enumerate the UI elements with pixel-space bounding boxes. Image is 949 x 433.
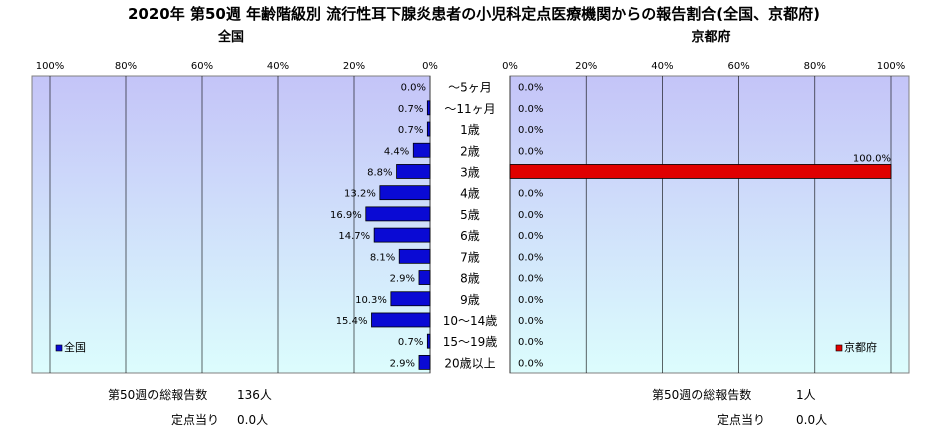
- plot-area: [509, 75, 910, 374]
- right-per-label: 定点当り: [717, 413, 766, 427]
- bar: [418, 354, 431, 370]
- data-label: 0.0%: [518, 104, 543, 115]
- category-label: 15～19歳: [443, 335, 498, 349]
- bar: [509, 164, 892, 179]
- bar: [398, 248, 431, 264]
- tick-label: 40%: [267, 61, 289, 72]
- tick-label: 80%: [804, 61, 826, 72]
- data-label: 0.0%: [401, 83, 426, 94]
- tick-label: 100%: [36, 61, 65, 72]
- data-label: 16.9%: [330, 210, 362, 221]
- panel-title: 全国: [217, 29, 244, 45]
- tick-label: 20%: [343, 61, 365, 72]
- data-label: 8.1%: [370, 252, 395, 263]
- data-label: 0.0%: [518, 83, 543, 94]
- bar: [396, 164, 431, 179]
- category-label: 9歳: [460, 293, 480, 307]
- tick-label: 0%: [422, 61, 438, 72]
- tick-label: 100%: [877, 61, 906, 72]
- category-label: 2歳: [460, 144, 480, 158]
- bar: [390, 291, 431, 307]
- data-label: 0.0%: [518, 337, 543, 348]
- bar: [365, 206, 431, 222]
- left-total-label: 第50週の総報告数: [108, 388, 208, 402]
- category-label: 1歳: [460, 123, 480, 137]
- legend-swatch: [835, 344, 843, 352]
- data-label: 10.3%: [355, 295, 387, 306]
- data-label: 100.0%: [853, 153, 891, 164]
- legend-label: 京都府: [844, 340, 877, 354]
- chart-title: 2020年 第50週 年齢階級別 流行性耳下腺炎患者の小児科定点医療機関からの報…: [128, 5, 820, 23]
- tick-label: 20%: [575, 61, 597, 72]
- tick-label: 60%: [191, 61, 213, 72]
- legend-label: 全国: [64, 340, 86, 354]
- bar: [379, 185, 431, 201]
- data-label: 0.0%: [518, 274, 543, 285]
- category-label: 5歳: [460, 208, 480, 222]
- data-label: 0.0%: [518, 358, 543, 369]
- category-label: 3歳: [460, 165, 480, 179]
- left-per-value: 0.0人: [237, 413, 269, 427]
- category-label: 6歳: [460, 229, 480, 243]
- data-label: 4.4%: [384, 146, 409, 157]
- data-label: 0.0%: [518, 125, 543, 136]
- data-label: 2.9%: [390, 358, 415, 369]
- data-label: 0.7%: [398, 125, 423, 136]
- bar: [426, 100, 431, 116]
- data-label: 8.8%: [367, 167, 392, 178]
- tick-label: 0%: [502, 61, 518, 72]
- category-label: 20歳以上: [444, 356, 495, 370]
- right-total-label: 第50週の総報告数: [652, 388, 752, 402]
- data-label: 13.2%: [344, 189, 376, 200]
- data-label: 15.4%: [336, 316, 368, 327]
- data-label: 0.0%: [518, 210, 543, 221]
- category-label: 4歳: [460, 187, 480, 201]
- category-label: ～11ヶ月: [444, 102, 495, 116]
- data-label: 2.9%: [390, 274, 415, 285]
- left-total-value: 136人: [237, 388, 272, 402]
- category-label: 10～14歳: [443, 314, 498, 328]
- right-per-value: 0.0人: [796, 413, 828, 427]
- data-label: 0.7%: [398, 337, 423, 348]
- category-label: ～5ヶ月: [448, 81, 492, 95]
- category-label: 7歳: [460, 250, 480, 264]
- category-label: 8歳: [460, 272, 480, 286]
- bar: [426, 121, 431, 137]
- data-label: 14.7%: [338, 231, 370, 242]
- tick-label: 80%: [115, 61, 137, 72]
- bar: [426, 333, 431, 349]
- tick-label: 60%: [727, 61, 749, 72]
- data-label: 0.7%: [398, 104, 423, 115]
- data-label: 0.0%: [518, 189, 543, 200]
- data-label: 0.0%: [518, 295, 543, 306]
- data-label: 0.0%: [518, 252, 543, 263]
- data-label: 0.0%: [518, 146, 543, 157]
- right-total-value: 1人: [796, 388, 816, 402]
- left-per-label: 定点当り: [171, 413, 220, 427]
- bar: [371, 312, 431, 328]
- bar: [418, 270, 431, 285]
- tick-label: 40%: [651, 61, 673, 72]
- bar: [412, 142, 431, 158]
- plot-area: [31, 75, 431, 374]
- bar: [373, 227, 431, 243]
- data-label: 0.0%: [518, 231, 543, 242]
- legend-swatch: [55, 344, 63, 352]
- panel-title: 京都府: [691, 29, 730, 45]
- data-label: 0.0%: [518, 316, 543, 327]
